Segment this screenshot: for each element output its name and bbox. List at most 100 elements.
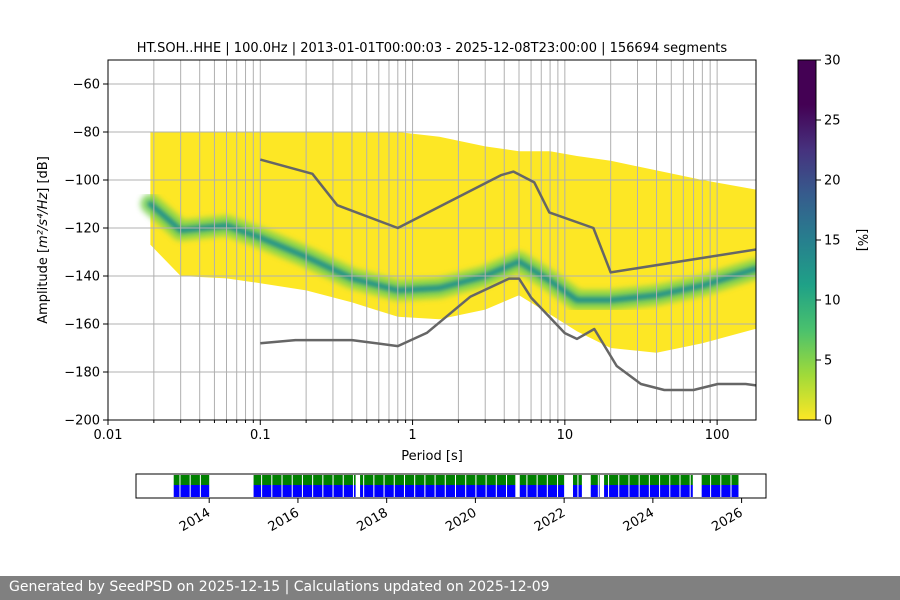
footer-bar: Generated by SeedPSD on 2025-12-15 | Cal… <box>0 576 900 600</box>
availability-gap-tick <box>577 475 579 497</box>
availability-gap-tick <box>373 475 375 497</box>
availability-bar-top <box>519 475 565 485</box>
availability-bar-bottom <box>519 485 565 497</box>
availability-gap-tick <box>648 475 650 497</box>
availability-bar-top <box>253 475 356 485</box>
availability-gap-tick <box>230 475 232 497</box>
y-axis-label: Amplitude [m²/s⁴/Hz] [dB] <box>36 156 51 324</box>
availability-bar-bottom <box>253 485 356 497</box>
x-tick-label: 1 <box>408 428 416 443</box>
availability-gap-tick <box>710 475 712 497</box>
colorbar-tick-label: 10 <box>824 294 841 309</box>
availability-gap-tick <box>475 475 477 497</box>
availability-gap-tick <box>342 475 344 497</box>
y-tick-label: −140 <box>64 270 100 285</box>
availability-gap-tick <box>699 475 701 497</box>
availability-gap-tick <box>179 475 181 497</box>
colorbar-tick-label: 15 <box>824 234 841 249</box>
colorbar-tick-label: 30 <box>824 54 841 69</box>
availability-gap-tick <box>220 475 222 497</box>
availability-gap-tick <box>546 475 548 497</box>
timeline-tick-label: 2024 <box>621 505 657 535</box>
y-tick-label: −200 <box>64 414 100 429</box>
timeline-frame <box>135 473 767 499</box>
availability-gap-tick <box>383 475 385 497</box>
availability-gap-tick <box>720 475 722 497</box>
x-tick-label: 0.01 <box>94 428 123 443</box>
y-tick-label: −60 <box>73 78 100 93</box>
availability-gap-tick <box>403 475 405 497</box>
availability-gap-tick <box>261 475 263 497</box>
colorbar <box>797 59 817 421</box>
availability-gap-tick <box>210 475 212 497</box>
availability-gap-tick <box>352 475 354 497</box>
availability-gap-tick <box>465 475 467 497</box>
availability-gap-tick <box>199 475 201 497</box>
y-tick-label: −100 <box>64 174 100 189</box>
availability-gap-tick <box>169 475 171 497</box>
y-tick-label: −80 <box>73 126 100 141</box>
availability-gap-tick <box>730 475 732 497</box>
y-axis-label-end: ] [dB] <box>36 156 51 193</box>
availability-gap-tick <box>454 475 456 497</box>
availability-bar-top <box>173 475 210 485</box>
timeline-tick-label: 2018 <box>355 505 391 535</box>
availability-bar-top <box>590 475 600 485</box>
x-tick-label: 0.1 <box>250 428 271 443</box>
density-band-lower <box>150 204 756 353</box>
availability-gap-tick <box>301 475 303 497</box>
availability-bar-bottom <box>701 485 739 497</box>
colorbar-tick-label: 0 <box>824 414 832 429</box>
availability-gap-tick <box>271 475 273 497</box>
timeline-tick-label: 2014 <box>177 505 213 535</box>
availability-timeline: 2014 2016 2018 2020 2022 2024 2026 <box>135 473 767 535</box>
density-mode-line <box>147 201 756 303</box>
availability-gap-tick <box>322 475 324 497</box>
availability-gap-tick <box>628 475 630 497</box>
colorbar-tick-label: 25 <box>824 114 841 129</box>
availability-gap-tick <box>495 475 497 497</box>
availability-gap-tick <box>393 475 395 497</box>
plot-frame <box>107 59 757 421</box>
availability-gap-tick <box>587 475 589 497</box>
availability-bar-bottom <box>590 485 600 497</box>
availability-bar-bottom <box>173 485 210 497</box>
y-axis-label-unit: m²/s⁴/Hz <box>36 192 51 248</box>
availability-gap-tick <box>597 475 599 497</box>
timeline-axis: 2014 2016 2018 2020 2022 2024 2026 <box>177 498 746 535</box>
period-grid-lines <box>108 60 718 420</box>
availability-bar-bottom <box>573 485 582 497</box>
y-tick-label: −160 <box>64 318 100 333</box>
availability-gap-tick <box>679 475 681 497</box>
availability-gap-tick <box>250 475 252 497</box>
availability-gap-tick <box>689 475 691 497</box>
availability-gap-tick <box>638 475 640 497</box>
availability-gap-tick <box>240 475 242 497</box>
availability-gap-tick <box>608 475 610 497</box>
availability-gap-tick <box>332 475 334 497</box>
x-tick-label: 10 <box>557 428 574 443</box>
availability-gap-tick <box>434 475 436 497</box>
availability-bar-top <box>360 475 516 485</box>
x-tick-label: 100 <box>705 428 730 443</box>
availability-bar-bottom <box>360 485 516 497</box>
colorbar-tick-label: 5 <box>824 354 832 369</box>
availability-bar-bottom <box>604 485 693 497</box>
availability-gap-tick <box>281 475 283 497</box>
nhnm-line <box>259 158 756 274</box>
timeline-tick-label: 2026 <box>709 505 745 535</box>
colorbar-label: [%] <box>854 229 869 252</box>
y-tick-label: −120 <box>64 222 100 237</box>
timeline-tick-label: 2016 <box>266 505 302 535</box>
availability-gap-tick <box>485 475 487 497</box>
amplitude-grid-lines <box>108 83 756 420</box>
y-axis-label-main: Amplitude [ <box>36 248 51 324</box>
nlnm-line <box>260 277 756 392</box>
availability-gap-tick <box>557 475 559 497</box>
availability-gap-tick <box>536 475 538 497</box>
availability-bar-top <box>701 475 739 485</box>
timeline-tick-label: 2020 <box>443 505 479 535</box>
y-tick-label: −180 <box>64 366 100 381</box>
x-axis-label: Period [s] <box>401 449 463 464</box>
